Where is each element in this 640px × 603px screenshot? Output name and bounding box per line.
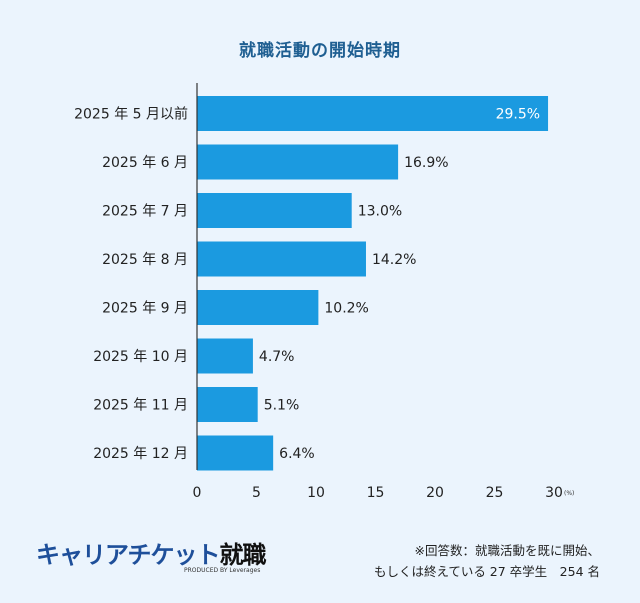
category-label: 2025 年 6 月 (102, 155, 188, 171)
category-label: 2025 年 5 月以前 (74, 106, 188, 123)
footnote-line-1: ※回答数：就職活動を既に開始、 (414, 543, 600, 558)
bar-chart: 2025 年 5 月以前 29.5% 2025 年 6 月 16.9% 2025 年 7… (74, 83, 574, 501)
data-label: 6.4% (279, 446, 315, 462)
data-label: 4.7% (259, 349, 295, 365)
x-tick-label: 0 (193, 485, 202, 501)
bar (197, 241, 366, 277)
chart-title: 就職活動の開始時期 (239, 41, 401, 61)
data-label: 29.5% (496, 107, 540, 123)
bar (197, 290, 319, 325)
category-label: 2025 年 12 月 (93, 446, 188, 462)
x-unit-label: (%) (564, 490, 574, 497)
bar (197, 193, 352, 228)
x-tick-label: 20 (426, 485, 444, 501)
data-label: 5.1% (264, 398, 300, 414)
footnote: ※回答数：就職活動を既に開始、 もしくは終えている 27 卒学生 254 名 (374, 540, 600, 582)
data-label: 10.2% (324, 301, 368, 317)
x-tick-label: 10 (307, 485, 325, 501)
footnote-line-2: もしくは終えている 27 卒学生 254 名 (373, 564, 600, 579)
x-tick-label: 25 (486, 485, 504, 501)
data-label: 16.9% (404, 155, 448, 171)
bar (197, 144, 399, 180)
category-label: 2025 年 9 月 (102, 301, 188, 317)
bar (197, 96, 549, 131)
logo-sub: PRODUCED BY Leverages (184, 567, 261, 574)
bar (197, 338, 253, 374)
x-tick-label: 30 (545, 485, 563, 501)
category-label: 2025 年 7 月 (102, 204, 188, 220)
category-label: 2025 年 10 月 (93, 349, 188, 365)
logo-main: キャリアチケット (36, 541, 221, 569)
x-tick-label: 15 (367, 485, 385, 501)
x-tick-label: 5 (252, 485, 261, 501)
category-label: 2025 年 8 月 (102, 252, 188, 268)
logo: キャリアチケット就職 PRODUCED BY Leverages (36, 535, 267, 574)
logo-accent: 就職 (219, 541, 267, 569)
data-label: 14.2% (372, 252, 416, 268)
category-label: 2025 年 11 月 (93, 398, 188, 414)
data-label: 13.0% (358, 204, 402, 220)
bar (197, 435, 274, 471)
bar (197, 387, 258, 422)
